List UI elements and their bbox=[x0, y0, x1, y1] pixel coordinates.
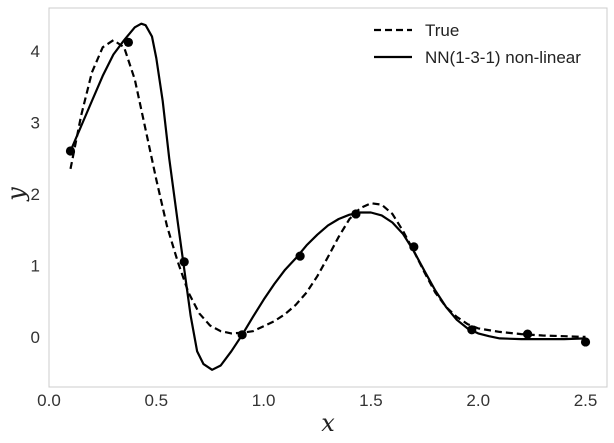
y-tick-label: 3 bbox=[31, 113, 40, 132]
legend: True NN(1-3-1) non-linear bbox=[374, 21, 581, 67]
x-tick-label: 2.5 bbox=[574, 391, 598, 410]
data-point bbox=[295, 251, 305, 261]
data-point bbox=[123, 37, 134, 47]
y-tick-label: 0 bbox=[31, 328, 40, 347]
data-point bbox=[522, 329, 533, 339]
axis-ticks: 0.0 0.5 1.0 1.5 2.0 2.5 0 1 2 3 4 bbox=[31, 42, 598, 410]
y-tick-label: 1 bbox=[31, 256, 40, 275]
chart-marks bbox=[65, 22, 591, 371]
plot-area bbox=[48, 7, 608, 388]
data-point bbox=[237, 330, 247, 340]
x-tick-label: 2.0 bbox=[466, 391, 490, 410]
data-point bbox=[179, 257, 189, 267]
data-point bbox=[580, 337, 591, 347]
legend-label: NN(1-3-1) non-linear bbox=[425, 48, 581, 67]
data-point bbox=[409, 242, 419, 252]
x-axis-label: x bbox=[321, 409, 335, 437]
series-line-0 bbox=[69, 39, 586, 338]
x-tick-label: 0.0 bbox=[37, 391, 61, 410]
x-tick-label: 0.5 bbox=[144, 391, 168, 410]
data-point bbox=[467, 325, 477, 335]
y-tick-label: 2 bbox=[31, 185, 40, 204]
data-point bbox=[65, 146, 76, 156]
y-tick-label: 4 bbox=[31, 42, 40, 61]
x-tick-label: 1.0 bbox=[252, 391, 276, 410]
y-axis-label: y bbox=[2, 187, 30, 202]
data-point bbox=[351, 209, 361, 219]
x-tick-label: 1.5 bbox=[359, 391, 383, 410]
legend-label: True bbox=[425, 21, 459, 40]
series-line-1 bbox=[69, 22, 586, 371]
